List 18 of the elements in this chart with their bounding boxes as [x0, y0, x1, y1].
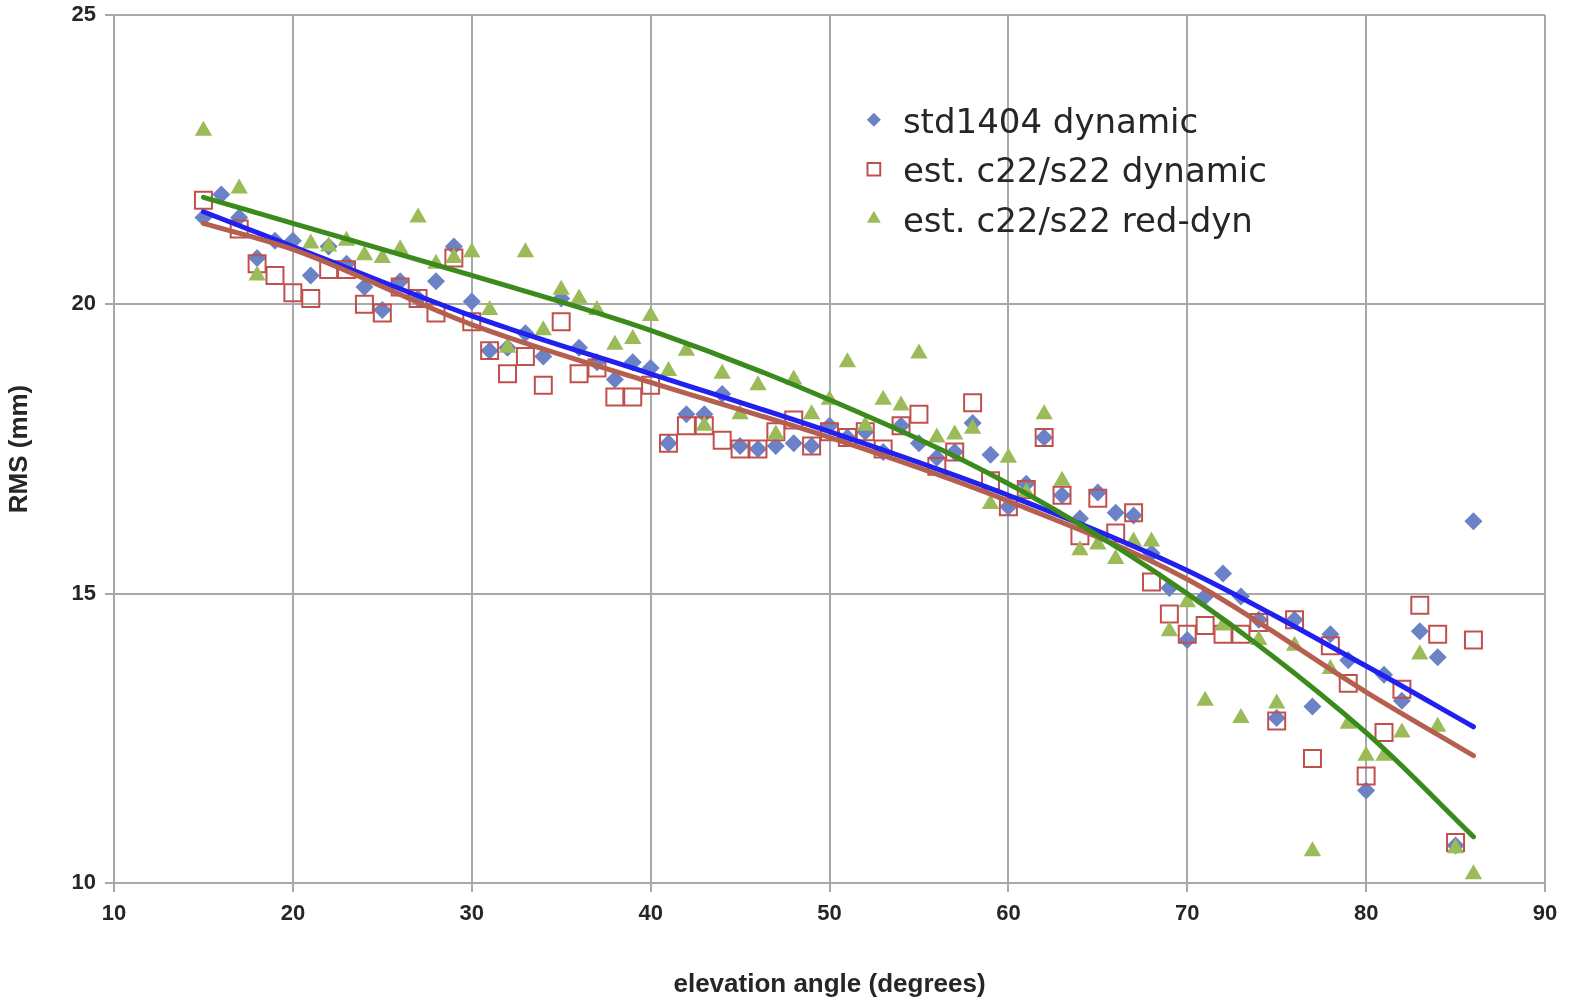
x-tick-label: 80	[1353, 900, 1379, 926]
x-tick-label: 70	[1175, 900, 1200, 926]
y-tick-label: 10	[71, 869, 96, 895]
y-tick-label: 20	[71, 290, 96, 316]
x-axis-title: elevation angle (degrees)	[673, 967, 986, 998]
legend-label: est. c22/s22 dynamic	[902, 150, 1267, 191]
x-tick-label: 40	[638, 900, 663, 926]
x-tick-label: 90	[1532, 900, 1558, 926]
y-tick-label: 25	[71, 1, 96, 27]
x-tick-label: 20	[280, 900, 306, 926]
legend-label: std1404 dynamic	[902, 100, 1199, 141]
y-axis-title: RMS (mm)	[2, 384, 33, 514]
x-tick-label: 60	[996, 900, 1021, 926]
x-tick-label: 30	[459, 900, 484, 926]
x-tick-label: 50	[817, 900, 842, 926]
x-tick-label: 10	[101, 900, 127, 926]
legend-label: est. c22/s22 red-dyn	[902, 199, 1253, 240]
y-tick-label: 15	[71, 579, 96, 605]
